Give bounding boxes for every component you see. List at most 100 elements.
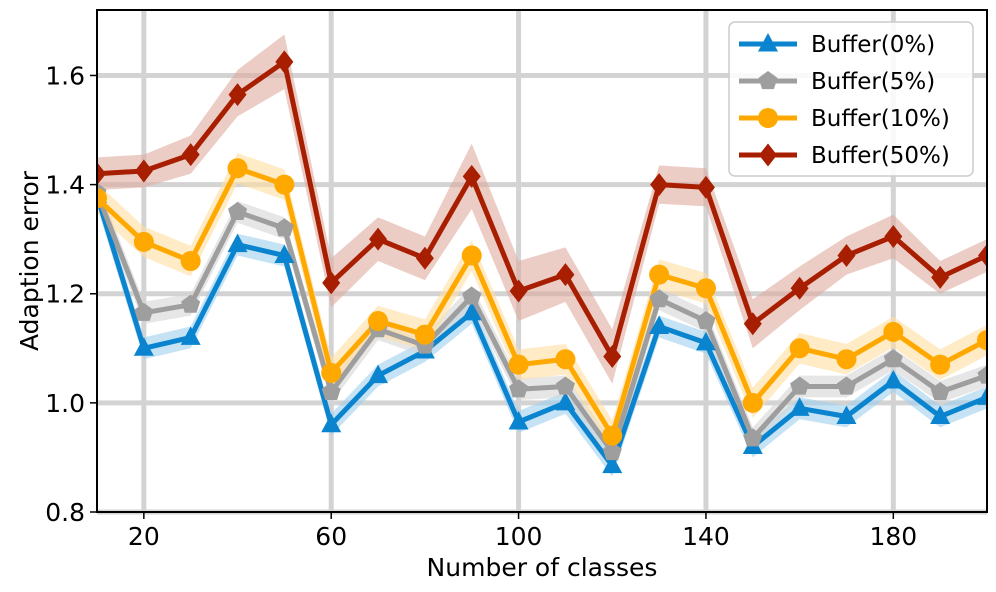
data-point — [133, 231, 154, 252]
x-tick-label: 20 — [128, 522, 160, 551]
y-tick-label: 1.4 — [45, 171, 85, 200]
data-point — [931, 265, 950, 289]
data-point — [508, 410, 529, 430]
confidence-band — [97, 184, 987, 477]
data-point — [836, 405, 857, 425]
data-point — [321, 362, 342, 383]
series-markers — [97, 50, 987, 474]
data-point — [743, 428, 763, 447]
x-tick-label: 140 — [682, 522, 730, 551]
data-point — [461, 301, 482, 321]
x-tick-label: 180 — [869, 522, 917, 551]
legend-marker — [758, 33, 778, 52]
data-point — [836, 349, 857, 370]
data-point — [462, 286, 482, 305]
data-point — [650, 173, 669, 197]
data-point — [790, 276, 809, 300]
data-point — [649, 264, 670, 285]
data-point — [977, 330, 987, 351]
legend-label: Buffer(5%) — [811, 69, 935, 95]
data-point — [508, 354, 529, 375]
legend-marker — [759, 143, 777, 167]
y-axis-label: Adaption error — [15, 170, 44, 351]
data-point — [228, 83, 247, 107]
legend-marker — [758, 71, 778, 90]
data-point — [368, 364, 389, 384]
data-point — [930, 405, 951, 425]
legend-box — [728, 21, 974, 177]
data-point — [930, 354, 951, 375]
plot-frame — [96, 9, 988, 513]
data-point — [695, 278, 716, 299]
data-point — [555, 391, 576, 411]
data-point — [181, 143, 200, 167]
data-point — [649, 289, 669, 308]
data-point — [227, 233, 248, 253]
data-point — [462, 164, 481, 188]
data-point — [321, 413, 342, 433]
data-point — [97, 162, 106, 186]
y-tick-label: 1.0 — [45, 389, 85, 418]
data-point — [181, 294, 201, 313]
data-point — [837, 244, 856, 268]
data-point — [509, 379, 529, 398]
data-point — [274, 244, 295, 264]
y-tick-label: 1.6 — [45, 61, 85, 90]
data-point — [274, 174, 295, 195]
data-point — [603, 344, 622, 368]
x-axis-label: Number of classes — [427, 553, 658, 582]
y-tick-label: 0.8 — [45, 498, 85, 527]
data-point — [883, 349, 903, 368]
data-point — [883, 370, 904, 389]
data-point — [789, 397, 810, 416]
data-point — [884, 224, 903, 248]
data-point — [414, 324, 435, 345]
confidence-bands — [97, 34, 987, 477]
data-point — [461, 245, 482, 266]
data-point — [743, 312, 762, 336]
data-point — [321, 381, 341, 401]
data-point — [227, 158, 248, 179]
legend-label: Buffer(0%) — [811, 32, 935, 58]
data-point — [649, 315, 670, 334]
axis-ticks: 20 60 100 140 180 0.8 1.0 1.2 1.4 1.6 — [45, 61, 917, 551]
data-point — [696, 311, 716, 330]
data-point — [134, 159, 153, 183]
data-point — [509, 279, 528, 303]
data-point — [977, 386, 987, 405]
data-point — [602, 441, 622, 461]
data-point — [602, 454, 623, 474]
data-point — [369, 227, 388, 251]
y-tick-label: 1.2 — [45, 280, 85, 309]
legend: Buffer(0%) Buffer(5%) Buffer(10%) Buffer(50… — [728, 21, 974, 177]
data-point — [415, 246, 434, 270]
x-tick-label: 100 — [495, 522, 543, 551]
data-point — [228, 201, 248, 220]
data-point — [322, 271, 341, 295]
data-point — [883, 321, 904, 342]
data-point — [368, 311, 389, 332]
confidence-band — [97, 152, 987, 451]
series-line — [97, 194, 987, 469]
data-point — [978, 244, 987, 268]
legend-label: Buffer(50%) — [811, 143, 950, 169]
x-tick-label: 60 — [315, 522, 347, 551]
series-line — [97, 59, 987, 359]
data-point — [133, 337, 154, 356]
legend-label: Buffer(10%) — [811, 106, 950, 132]
data-point — [555, 349, 576, 370]
data-point — [977, 365, 987, 384]
data-point — [789, 338, 810, 359]
data-point — [556, 263, 575, 287]
data-point — [696, 175, 715, 199]
data-point — [97, 188, 107, 209]
data-point — [275, 50, 294, 74]
data-point — [555, 376, 575, 395]
data-point — [274, 218, 294, 237]
data-point — [930, 381, 950, 401]
data-point — [742, 392, 763, 413]
data-point — [134, 302, 154, 321]
data-point — [180, 251, 201, 271]
data-point — [695, 331, 716, 351]
